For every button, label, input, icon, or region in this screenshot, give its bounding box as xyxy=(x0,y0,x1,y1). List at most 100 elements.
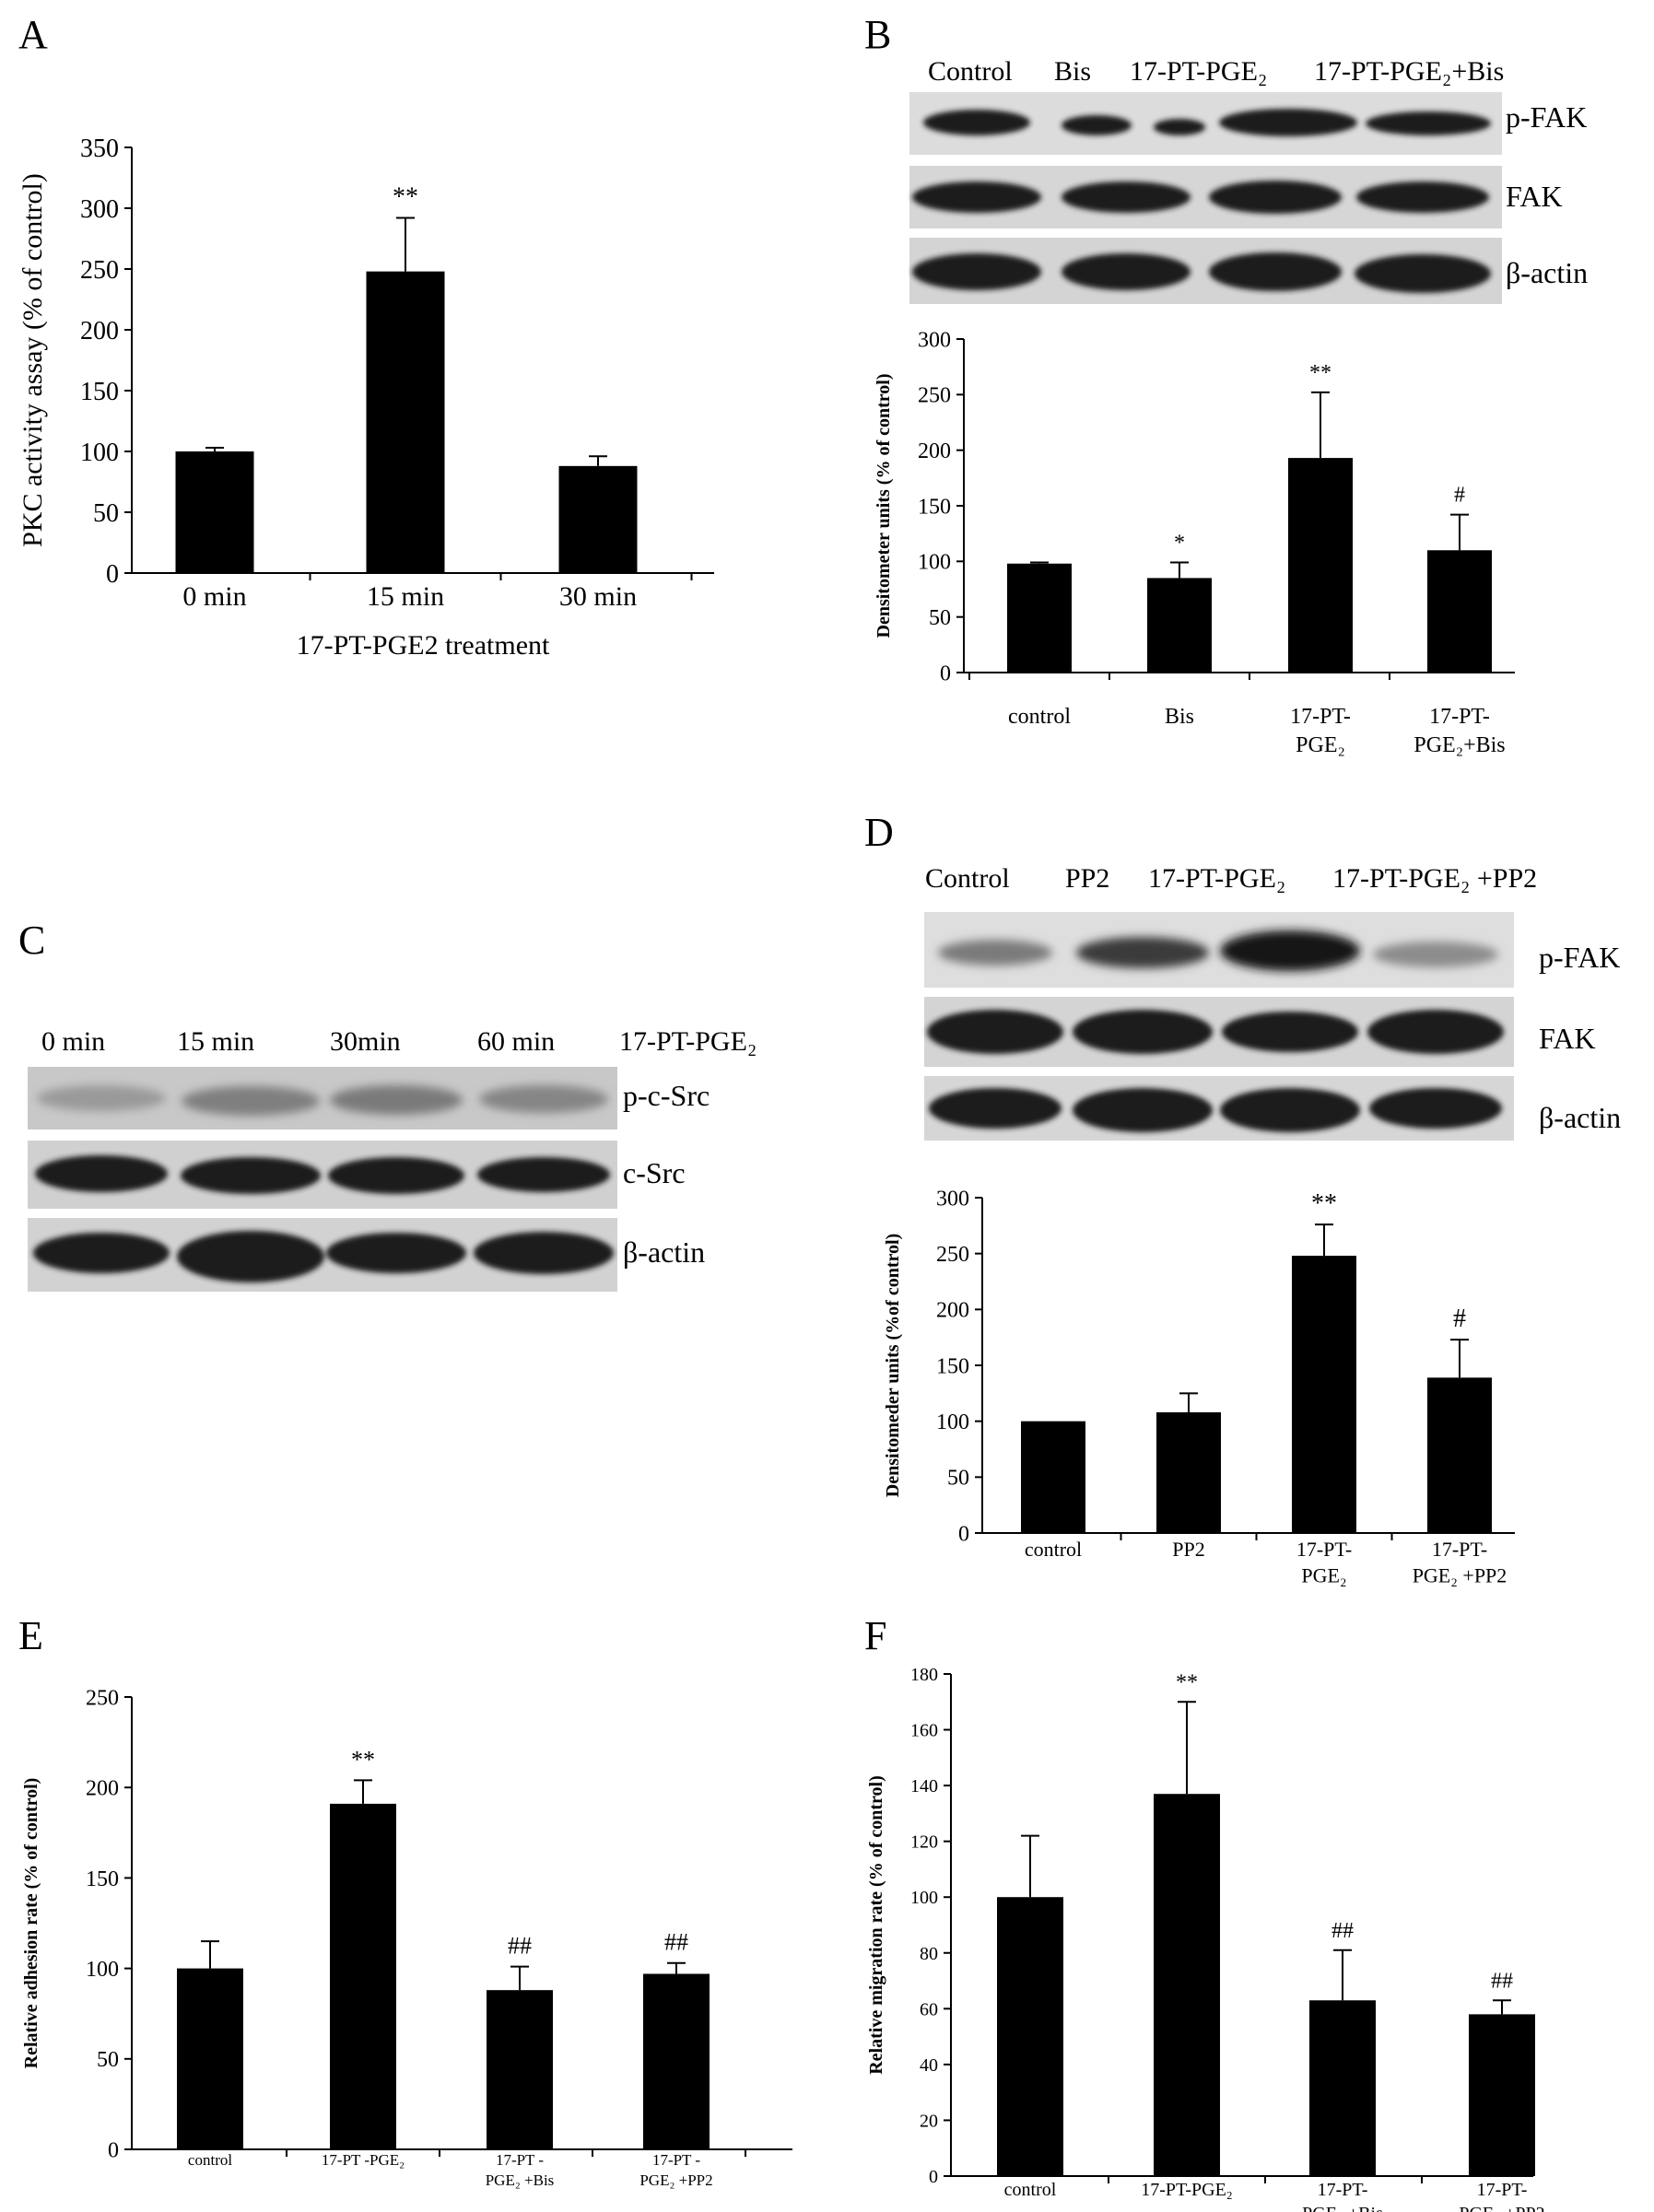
x-category-label: 17-PT-PGE₂ xyxy=(1141,2180,1233,2200)
blot-b-band xyxy=(912,181,1041,213)
bar xyxy=(1292,1256,1356,1533)
x-category-label: 17-PT-PGE₂ xyxy=(1296,1538,1352,1587)
y-tick-label: 150 xyxy=(86,1867,119,1891)
bar xyxy=(1147,578,1212,673)
y-tick-label: 0 xyxy=(958,1522,969,1546)
y-tick-label: 100 xyxy=(86,1958,119,1982)
x-category-label: 30 min xyxy=(559,581,637,612)
bar xyxy=(1156,1411,1221,1533)
x-category-label: 17-PT -PGE₂ xyxy=(322,2151,405,2169)
blot-c-band xyxy=(479,1085,608,1113)
y-tick-label: 0 xyxy=(929,2167,938,2187)
blot-d-band xyxy=(1220,1088,1360,1132)
blot-c-band xyxy=(182,1086,320,1116)
x-category-label: control xyxy=(1025,1538,1082,1561)
blot-b-band xyxy=(1154,119,1205,135)
blot-c-label-src: c-Src xyxy=(623,1156,686,1189)
blot-d-band xyxy=(929,1088,1062,1129)
x-category-label: 0 min xyxy=(182,581,246,612)
chart-f: 0 20 40 60 80 100 120 140 160 180 control ** 17-PT-P… xyxy=(866,1665,1545,2212)
significance-mark: ## xyxy=(1331,1919,1354,1943)
blot-c-band xyxy=(181,1157,321,1194)
y-tick-label: 300 xyxy=(936,1187,969,1211)
y-tick-label: 50 xyxy=(93,499,119,528)
bar xyxy=(558,465,638,573)
x-category-label: 17-PT-PGE₂ +Bis xyxy=(1302,2180,1383,2212)
chart-b: 0 50 100 150 200 250 300 control * Bis ** 17-PT-PGE… xyxy=(874,328,1515,757)
blot-d-band xyxy=(1367,1010,1504,1054)
blot-b-lane-4: 17-PT-PGE₂+Bis xyxy=(1314,56,1504,87)
blot-b-band xyxy=(1062,115,1132,135)
blot-d-label-pfak: p-FAK xyxy=(1539,941,1620,974)
y-tick-label: 180 xyxy=(910,1665,938,1685)
blot-b-band xyxy=(1209,252,1342,291)
blot-d-band xyxy=(1073,1010,1213,1054)
significance-mark: ## xyxy=(508,1933,532,1960)
x-category-label: PP2 xyxy=(1172,1538,1204,1561)
bar xyxy=(643,1973,710,2149)
bar xyxy=(997,1897,1063,2176)
panel-letter-b: B xyxy=(864,12,891,57)
blot-b-band xyxy=(1366,111,1491,135)
y-axis-label: Densitometer units (% of control) xyxy=(874,374,894,638)
blot-c-band xyxy=(326,1233,466,1273)
blot-d-band xyxy=(1222,1012,1358,1052)
blot-b-band xyxy=(1209,181,1342,214)
y-tick-label: 0 xyxy=(940,661,951,685)
y-tick-label: 200 xyxy=(918,439,951,463)
bar xyxy=(1154,1794,1220,2176)
x-category-label: control xyxy=(1008,705,1071,729)
panel-letter-a: A xyxy=(18,12,48,57)
blot-b-band xyxy=(1219,109,1357,136)
y-axis-label: PKC activity assay (% of control) xyxy=(18,173,48,547)
western-blot-c: 0 min 15 min 30min 60 min 17-PT-PGE₂ p-c… xyxy=(28,1026,757,1292)
blot-b-label-actin: β-actin xyxy=(1506,256,1588,289)
bar xyxy=(1288,458,1353,673)
y-tick-label: 50 xyxy=(97,2048,119,2072)
panel-letter-e: E xyxy=(18,1613,43,1658)
y-tick-label: 100 xyxy=(936,1410,969,1434)
y-axis-label: Relative adhesion rate (% of control) xyxy=(21,1778,41,2069)
x-category-label: 17-PT-PGE₂ xyxy=(1290,705,1351,757)
y-tick-label: 120 xyxy=(910,1832,938,1853)
y-tick-label: 160 xyxy=(910,1721,938,1741)
panel-letter-f: F xyxy=(864,1613,886,1658)
y-tick-label: 250 xyxy=(86,1686,119,1710)
blot-d-label-actin: β-actin xyxy=(1539,1101,1621,1134)
blot-d-band xyxy=(1073,1088,1213,1132)
y-tick-label: 100 xyxy=(910,1888,938,1908)
significance-mark: ## xyxy=(1491,1969,1513,1993)
blot-b-band xyxy=(1355,254,1491,293)
blot-d-band xyxy=(1373,942,1498,967)
blot-d-band xyxy=(1369,1088,1502,1129)
significance-mark: ** xyxy=(1311,1189,1337,1218)
x-category-label: Bis xyxy=(1165,705,1194,729)
blot-d-lane-3: 17-PT-PGE₂ xyxy=(1148,863,1285,894)
y-tick-label: 100 xyxy=(80,439,119,467)
significance-mark: # xyxy=(1453,1305,1466,1333)
blot-c-band xyxy=(477,1157,610,1192)
y-tick-label: 250 xyxy=(80,256,119,285)
x-category-label: 17-PT -PGE₂ +Bis xyxy=(486,2151,555,2189)
y-tick-label: 60 xyxy=(920,1999,938,2019)
x-category-label: 17-PT -PGE₂ +PP2 xyxy=(639,2151,712,2189)
y-tick-label: 40 xyxy=(920,2055,938,2076)
blot-c-band xyxy=(37,1085,166,1111)
blot-c-band xyxy=(474,1232,614,1274)
x-category-label: control xyxy=(1004,2180,1057,2200)
blot-b-lane-2: Bis xyxy=(1054,56,1091,87)
bar xyxy=(1427,550,1492,673)
blot-d-band xyxy=(938,940,1052,966)
blot-c-band xyxy=(33,1233,170,1273)
blot-b-band xyxy=(923,110,1030,135)
blot-b-band xyxy=(912,253,1041,290)
chart-a: 0 50 100 150 200 250 300 350 0 min ** 15 min 30 min… xyxy=(18,135,714,661)
y-tick-label: 100 xyxy=(918,551,951,575)
y-tick-label: 50 xyxy=(929,606,951,630)
y-tick-label: 200 xyxy=(86,1777,119,1801)
blot-d-label-fak: FAK xyxy=(1539,1022,1596,1055)
blot-c-band xyxy=(177,1231,324,1282)
blot-d-band xyxy=(1220,930,1360,971)
blot-b-band xyxy=(1356,181,1489,213)
blot-c-lane-4: 60 min xyxy=(477,1026,555,1057)
